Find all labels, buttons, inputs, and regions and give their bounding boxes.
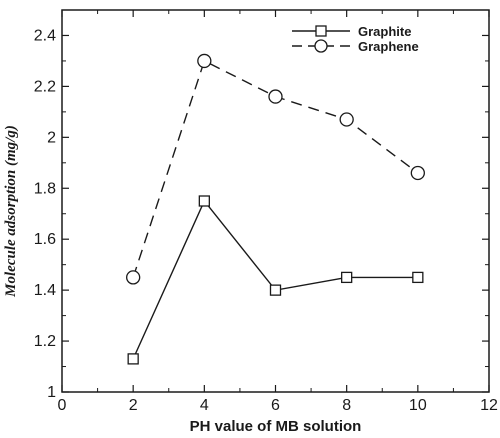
x-tick-label: 6 — [271, 397, 280, 414]
x-axis: 0 2 4 6 8 10 12 — [58, 10, 498, 414]
x-tick-label: 8 — [342, 397, 351, 414]
y-axis-label: Molecule adsorption (mg/g) — [3, 125, 19, 298]
x-tick-label: 12 — [480, 397, 498, 414]
plot-area — [61, 9, 490, 393]
y-tick-label: 1.6 — [34, 231, 56, 248]
legend-label-graphene: Graphene — [358, 39, 419, 54]
graphite-point — [198, 195, 210, 207]
y-tick-label: 2.4 — [34, 27, 56, 44]
graphene-point — [126, 270, 141, 285]
y-tick-label: 1.4 — [34, 282, 56, 299]
series-graphite — [127, 195, 424, 365]
y-tick-label: 2 — [47, 129, 56, 146]
y-tick-label: 2.2 — [34, 78, 56, 95]
graphene-point — [268, 89, 283, 104]
graphite-point — [412, 271, 424, 284]
y-tick-label: 1.8 — [34, 180, 56, 197]
graphite-point — [341, 271, 353, 284]
legend-label-graphite: Graphite — [358, 24, 411, 39]
graphene-point — [339, 112, 354, 127]
graphene-point — [197, 53, 212, 69]
plot-border — [61, 9, 490, 393]
graphite-line — [132, 199, 418, 360]
graphene-point — [410, 165, 425, 181]
graphite-point — [127, 353, 139, 365]
x-tick-label: 0 — [58, 397, 67, 414]
graphite-point — [269, 284, 282, 296]
x-tick-label: 4 — [200, 397, 209, 414]
series-layer — [126, 53, 425, 365]
legend-marker-graphene — [314, 39, 328, 53]
y-tick-label: 1.2 — [34, 333, 56, 350]
y-tick-label: 1 — [47, 384, 56, 401]
x-tick-label: 10 — [409, 397, 427, 414]
x-axis-label: PH value of MB solution — [190, 418, 362, 435]
x-tick-label: 2 — [129, 397, 138, 414]
series-graphene — [126, 53, 425, 285]
legend-marker-graphite — [315, 25, 327, 37]
y-axis: 1 1.2 1.4 1.6 1.8 2 2.2 2.4 — [34, 27, 489, 401]
